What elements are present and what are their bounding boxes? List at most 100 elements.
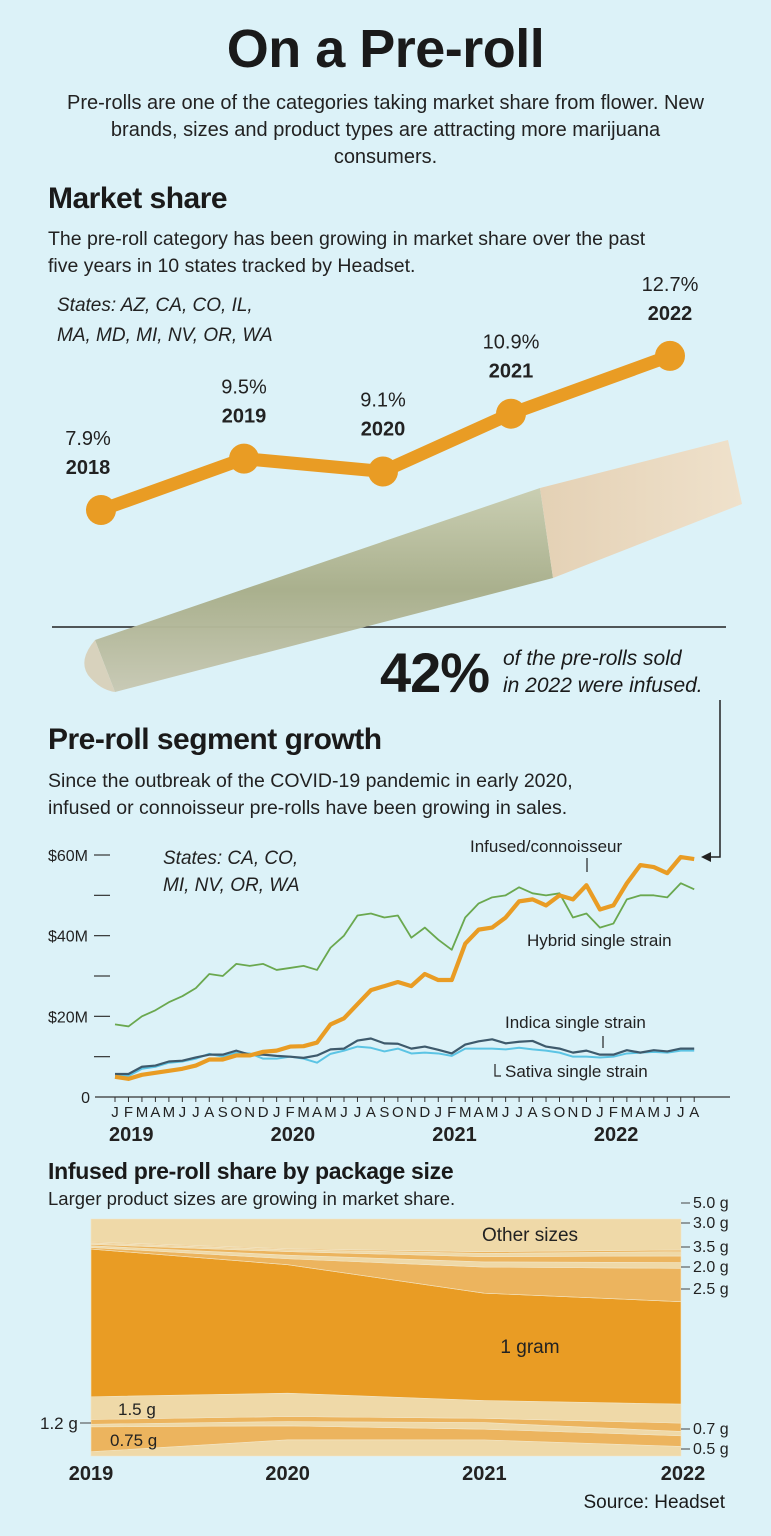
x-month-label: O: [554, 1104, 566, 1121]
label-1-gram: 1 gram: [500, 1337, 559, 1358]
x-month-label: F: [124, 1104, 133, 1121]
x-year-label: 2022: [594, 1124, 639, 1146]
y-tick-label: $40M: [48, 929, 88, 946]
market-share-states-2: MA, MD, MI, NV, OR, WA: [57, 325, 273, 346]
segment-growth-description-1: Since the outbreak of the COVID-19 pande…: [48, 770, 573, 792]
market-share-point: [368, 456, 398, 487]
x-year-label: 2021: [432, 1124, 477, 1146]
series-label-indica: Indica single strain: [505, 1013, 646, 1032]
y-tick-label: 0: [81, 1090, 90, 1107]
market-share-description: The pre-roll category has been growing i…: [48, 228, 646, 277]
right-label: 2.5 g: [693, 1281, 729, 1298]
market-share-value-label: 9.5%: [221, 377, 267, 399]
x-month-label: J: [664, 1104, 672, 1121]
market-share-year-label: 2020: [361, 418, 406, 440]
market-share-point: [655, 340, 685, 371]
area-year-label: 2021: [462, 1463, 507, 1485]
source-note: Source: Headset: [583, 1492, 725, 1513]
x-month-label: A: [474, 1104, 484, 1121]
x-month-label: J: [340, 1104, 348, 1121]
x-month-label: O: [230, 1104, 242, 1121]
market-share-chart: 7.9% 2018 9.5% 2019 9.1% 2020 10.9% 2021 12.7% 20…: [65, 274, 699, 525]
x-month-label: J: [179, 1104, 187, 1121]
callout-value: 42%: [380, 641, 490, 704]
package-size-subtitle: Larger product sizes are growing in mark…: [48, 1188, 456, 1209]
callout-arrow: [708, 700, 721, 858]
x-month-label: D: [419, 1104, 430, 1121]
right-label: 3.5 g: [693, 1239, 729, 1256]
right-label: 5.0 g: [693, 1195, 729, 1212]
x-month-label: M: [621, 1104, 634, 1121]
segment-states-1: States: CA, CO,: [163, 848, 298, 869]
x-month-label: S: [218, 1104, 228, 1121]
x-month-label: A: [528, 1104, 538, 1121]
label-1-2g: 1.2 g: [40, 1414, 78, 1433]
market-share-point: [86, 495, 116, 525]
pre-roll-joint-illustration: [84, 440, 742, 692]
x-month-label: J: [515, 1104, 523, 1121]
x-month-label: A: [635, 1104, 645, 1121]
area-year-label: 2022: [661, 1463, 706, 1485]
label-0-75g: 0.75 g: [110, 1431, 157, 1450]
x-month-label: D: [258, 1104, 269, 1121]
x-month-label: A: [689, 1104, 699, 1121]
x-month-label: D: [581, 1104, 592, 1121]
x-month-label: J: [273, 1104, 281, 1121]
x-month-label: A: [150, 1104, 160, 1121]
x-month-label: F: [447, 1104, 456, 1121]
x-month-label: M: [163, 1104, 176, 1121]
x-month-label: M: [648, 1104, 661, 1121]
market-share-year-label: 2022: [648, 303, 693, 325]
series-label-infused: Infused/connoisseur: [470, 837, 622, 856]
x-month-label: M: [459, 1104, 472, 1121]
market-share-point: [229, 443, 259, 474]
area-year-label: 2020: [265, 1463, 310, 1485]
x-month-label: M: [486, 1104, 499, 1121]
x-month-label: J: [677, 1104, 685, 1121]
series-label-sativa: Sativa single strain: [505, 1062, 648, 1081]
x-month-label: J: [596, 1104, 604, 1121]
series-line-indica-single-strain: [115, 1037, 695, 1076]
x-month-label: F: [609, 1104, 618, 1121]
label-1-5g: 1.5 g: [118, 1400, 156, 1419]
market-share-year-label: 2019: [222, 406, 267, 428]
market-share-value-label: 9.1%: [360, 389, 406, 411]
page-title: On a Pre-roll: [226, 19, 545, 79]
right-label: 2.0 g: [693, 1259, 729, 1276]
x-month-label: N: [568, 1104, 579, 1121]
y-tick-label: $60M: [48, 848, 88, 865]
x-month-label: J: [354, 1104, 362, 1121]
label-other-sizes: Other sizes: [482, 1225, 578, 1246]
x-month-label: N: [244, 1104, 255, 1121]
right-label: 3.0 g: [693, 1215, 729, 1232]
series-line-infused-connoisseur: [114, 854, 695, 1081]
x-month-label: J: [502, 1104, 510, 1121]
market-share-value-label: 7.9%: [65, 428, 111, 450]
area-year-label: 2019: [69, 1463, 114, 1485]
x-month-label: M: [136, 1104, 149, 1121]
arrow-head-icon: [701, 852, 711, 862]
segment-growth-description-2: infused or connoisseur pre-rolls have be…: [48, 797, 568, 819]
callout-text-1: of the pre-rolls sold: [503, 647, 682, 670]
x-month-label: A: [204, 1104, 214, 1121]
package-size-heading: Infused pre-roll share by package size: [48, 1158, 454, 1184]
right-label: 0.5 g: [693, 1441, 729, 1458]
market-share-point: [496, 398, 526, 429]
market-share-value-label: 10.9%: [483, 332, 540, 354]
market-share-year-label: 2018: [66, 457, 111, 479]
x-month-label: S: [541, 1104, 551, 1121]
x-year-label: 2020: [271, 1124, 316, 1146]
x-month-label: J: [192, 1104, 200, 1121]
x-month-label: M: [297, 1104, 310, 1121]
x-month-label: S: [379, 1104, 389, 1121]
segment-states-2: MI, NV, OR, WA: [163, 875, 300, 896]
x-month-label: A: [366, 1104, 376, 1121]
package-size-chart: 2019 2020 2021 2022 Other sizes 1 gram 1.5 g 0.…: [40, 1195, 729, 1485]
series-line-hybrid-single-strain: [114, 882, 695, 1028]
x-month-label: M: [324, 1104, 337, 1121]
right-label: 0.7 g: [693, 1421, 729, 1438]
x-year-label: 2019: [109, 1124, 154, 1146]
market-share-states-1: States: AZ, CA, CO, IL,: [57, 295, 253, 316]
